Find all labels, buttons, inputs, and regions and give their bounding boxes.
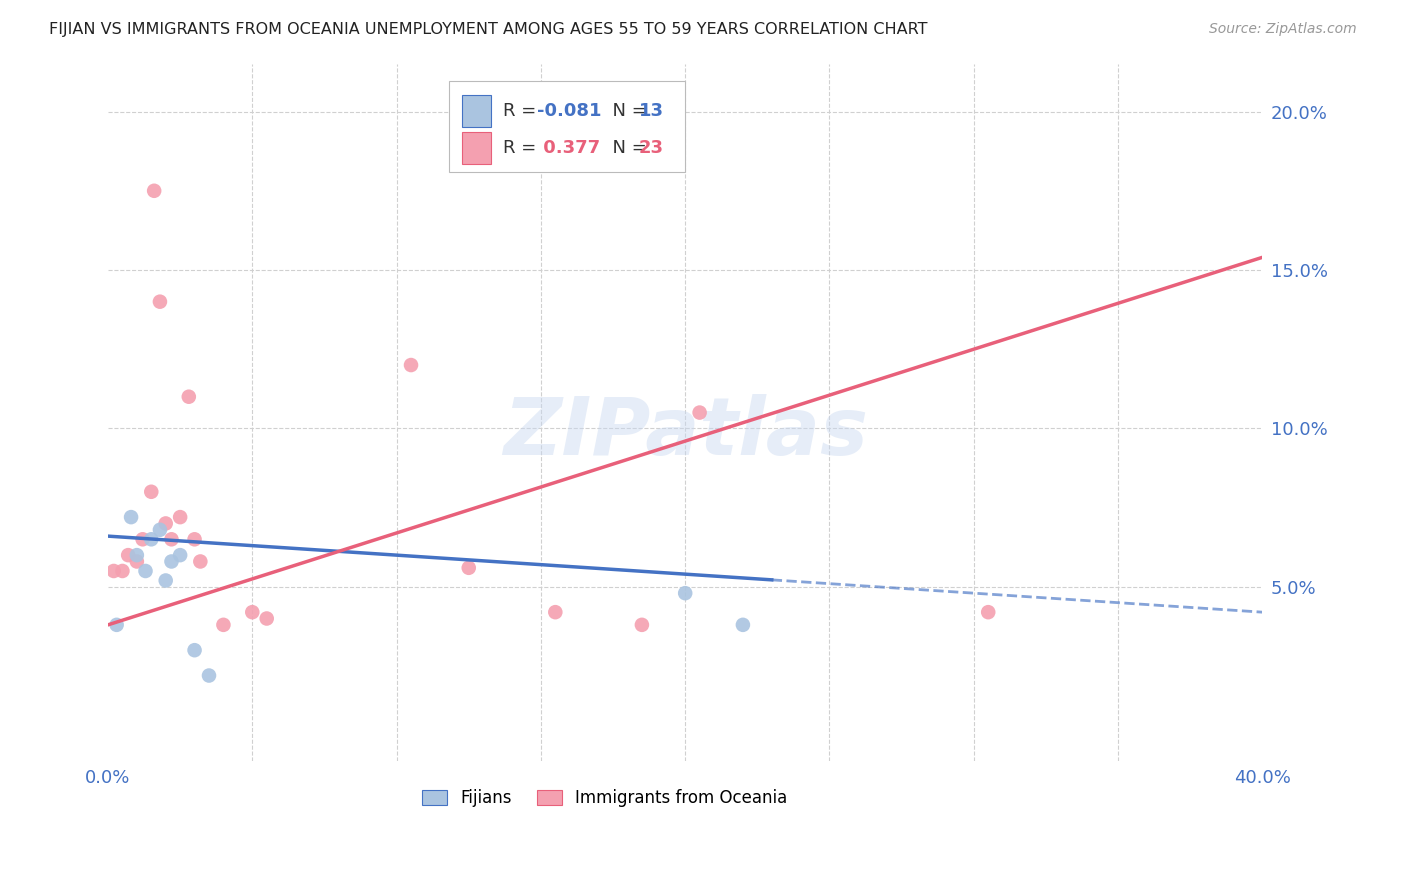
Point [731, 617, 754, 632]
Point [240, 605, 263, 619]
Text: -0.081: -0.081 [537, 102, 602, 120]
Point [399, 358, 422, 372]
FancyBboxPatch shape [449, 81, 685, 172]
Point [125, 554, 148, 568]
Point [120, 510, 142, 524]
Point [141, 484, 163, 499]
Point [111, 564, 134, 578]
Point [160, 533, 183, 547]
Point [544, 605, 567, 619]
Text: 0.377: 0.377 [537, 139, 600, 157]
Point [143, 184, 166, 198]
Point [631, 617, 654, 632]
Point [160, 554, 183, 568]
Point [155, 574, 177, 588]
Text: R =: R = [503, 139, 541, 157]
Legend: Fijians, Immigrants from Oceania: Fijians, Immigrants from Oceania [413, 780, 796, 815]
Point [169, 510, 191, 524]
Point [134, 564, 156, 578]
Text: R =: R = [503, 102, 541, 120]
Point [183, 643, 205, 657]
Text: 13: 13 [638, 102, 664, 120]
Point [977, 605, 1000, 619]
Point [149, 294, 172, 309]
Point [169, 548, 191, 562]
Point [155, 516, 177, 531]
Point [125, 548, 148, 562]
Text: N =: N = [600, 139, 652, 157]
Point [689, 406, 711, 420]
Point [183, 533, 205, 547]
Text: Source: ZipAtlas.com: Source: ZipAtlas.com [1209, 22, 1357, 37]
Point [673, 586, 696, 600]
Point [198, 668, 221, 682]
Point [188, 554, 211, 568]
Point [103, 564, 125, 578]
Point [149, 523, 172, 537]
Text: FIJIAN VS IMMIGRANTS FROM OCEANIA UNEMPLOYMENT AMONG AGES 55 TO 59 YEARS CORRELA: FIJIAN VS IMMIGRANTS FROM OCEANIA UNEMPL… [49, 22, 928, 37]
Point [212, 617, 235, 632]
Point [177, 390, 200, 404]
Text: 23: 23 [638, 139, 664, 157]
Point [131, 533, 153, 547]
Point [457, 561, 479, 575]
Text: ZIPatlas: ZIPatlas [503, 394, 868, 473]
Point [117, 548, 139, 562]
Text: N =: N = [600, 102, 652, 120]
FancyBboxPatch shape [463, 132, 491, 164]
Point [256, 611, 278, 625]
FancyBboxPatch shape [463, 95, 491, 127]
Point [105, 617, 128, 632]
Point [141, 533, 163, 547]
